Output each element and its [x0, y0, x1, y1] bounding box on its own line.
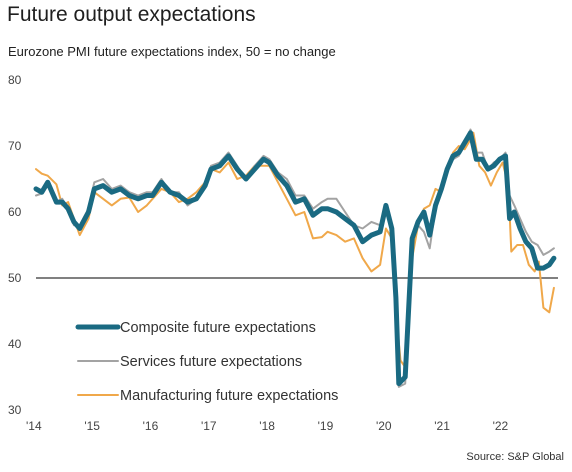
legend-label: Services future expectations — [120, 354, 302, 370]
chart-subtitle: Eurozone PMI future expectations index, … — [8, 44, 336, 59]
y-axis: 30 40 50 60 70 80 — [8, 73, 22, 417]
y-tick-label: 50 — [8, 271, 22, 285]
y-tick-label: 80 — [8, 73, 22, 87]
x-tick-label: '22 — [493, 419, 509, 433]
chart-title: Future output expectations — [7, 3, 256, 26]
source-note: Source: S&P Global — [466, 451, 564, 463]
series-line-0 — [35, 131, 555, 369]
x-tick-label: '17 — [201, 419, 217, 433]
x-tick-label: '15 — [84, 419, 100, 433]
y-tick-label: 70 — [8, 139, 22, 153]
legend-label: Manufacturing future expectations — [120, 388, 338, 404]
legend-label: Composite future expectations — [120, 320, 316, 336]
series-line-2 — [33, 130, 557, 387]
x-tick-label: '19 — [318, 419, 334, 433]
x-tick-label: '14 — [26, 419, 42, 433]
x-tick-label: '18 — [259, 419, 275, 433]
series-line-1 — [35, 128, 555, 388]
y-tick-label: 60 — [8, 205, 22, 219]
x-tick-label: '21 — [434, 419, 450, 433]
y-tick-label: 40 — [8, 337, 22, 351]
y-tick-label: 30 — [8, 403, 22, 417]
series-layer — [33, 128, 557, 388]
legend: Composite future expectations Services fu… — [75, 320, 338, 404]
x-tick-label: '16 — [143, 419, 159, 433]
x-axis: '14 '15 '16 '17 '18 '19 '20 '21 '22 — [26, 419, 509, 433]
x-tick-label: '20 — [376, 419, 392, 433]
